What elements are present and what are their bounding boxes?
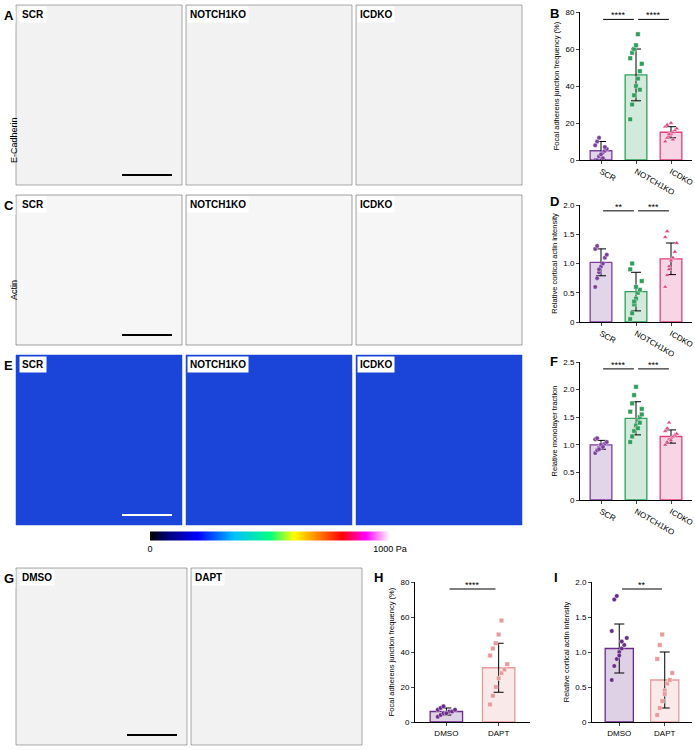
svg-text:Focal adherens junction freque: Focal adherens junction frequency (%) (552, 21, 561, 150)
svg-text:ICDKO: ICDKO (668, 167, 694, 187)
svg-text:****: **** (611, 360, 626, 370)
svg-text:B: B (550, 6, 559, 21)
svg-text:80: 80 (400, 578, 409, 587)
svg-text:Relative monolayer traction: Relative monolayer traction (550, 386, 559, 477)
svg-text:2.5: 2.5 (563, 358, 575, 367)
svg-text:Relative cortical actin intens: Relative cortical actin intensity (562, 602, 571, 703)
svg-text:0: 0 (570, 496, 575, 505)
svg-text:1.5: 1.5 (575, 613, 587, 622)
svg-text:**: ** (615, 202, 623, 212)
svg-text:NOTCH1KO: NOTCH1KO (190, 359, 246, 370)
svg-text:ICDKO: ICDKO (360, 199, 392, 210)
svg-text:2.0: 2.0 (563, 201, 575, 210)
svg-text:DMSO: DMSO (434, 729, 458, 738)
svg-text:1.5: 1.5 (563, 413, 575, 422)
svg-text:ICDKO: ICDKO (360, 9, 392, 20)
svg-text:DAPT: DAPT (488, 729, 509, 738)
svg-text:NOTCH1KO: NOTCH1KO (633, 507, 676, 537)
svg-text:ICDKO: ICDKO (360, 359, 392, 370)
svg-text:80: 80 (565, 8, 574, 17)
svg-text:DMSO: DMSO (607, 729, 631, 738)
svg-text:SCR: SCR (598, 329, 617, 345)
svg-text:0: 0 (582, 718, 587, 727)
svg-text:DMSO: DMSO (22, 572, 52, 583)
svg-text:ICDKO: ICDKO (668, 507, 694, 527)
svg-text:NOTCH1KO: NOTCH1KO (633, 167, 676, 197)
svg-text:D: D (550, 194, 559, 209)
svg-text:0.5: 0.5 (563, 289, 575, 298)
svg-text:G: G (4, 571, 14, 586)
svg-text:SCR: SCR (22, 199, 44, 210)
svg-text:SCR: SCR (598, 507, 617, 523)
svg-text:SCR: SCR (22, 9, 44, 20)
svg-text:E-Cadherin: E-Cadherin (9, 117, 19, 163)
svg-text:F: F (550, 354, 558, 369)
svg-text:H: H (374, 570, 383, 585)
svg-text:1000 Pa: 1000 Pa (373, 544, 407, 554)
svg-text:Actin: Actin (9, 280, 19, 300)
svg-text:0: 0 (570, 318, 575, 327)
svg-text:40: 40 (565, 82, 574, 91)
svg-text:1.5: 1.5 (563, 230, 575, 239)
svg-text:Focal adherens junction freque: Focal adherens junction frequency (%) (387, 587, 396, 716)
svg-text:Relative cortical actin intens: Relative cortical actin intensity (550, 213, 559, 314)
svg-text:SCR: SCR (598, 167, 617, 183)
svg-text:***: *** (648, 360, 659, 370)
svg-text:2.0: 2.0 (575, 578, 587, 587)
svg-text:0: 0 (405, 718, 410, 727)
svg-text:40: 40 (400, 648, 409, 657)
svg-text:1.0: 1.0 (575, 648, 587, 657)
svg-text:NOTCH1KO: NOTCH1KO (633, 329, 676, 359)
svg-text:2.0: 2.0 (563, 385, 575, 394)
svg-text:E: E (4, 358, 13, 373)
svg-text:NOTCH1KO: NOTCH1KO (190, 199, 246, 210)
svg-text:60: 60 (400, 613, 409, 622)
svg-text:20: 20 (400, 683, 409, 692)
svg-text:0: 0 (570, 156, 575, 165)
svg-text:0.5: 0.5 (563, 468, 575, 477)
svg-text:20: 20 (565, 119, 574, 128)
svg-text:1.0: 1.0 (563, 259, 575, 268)
svg-text:DAPT: DAPT (195, 572, 222, 583)
svg-text:0: 0 (147, 544, 152, 554)
svg-text:DAPT: DAPT (654, 729, 675, 738)
svg-text:***: *** (648, 202, 659, 212)
svg-text:A: A (4, 8, 14, 23)
svg-text:I: I (554, 570, 558, 585)
svg-text:NOTCH1KO: NOTCH1KO (190, 9, 246, 20)
svg-text:C: C (4, 198, 14, 213)
svg-text:SCR: SCR (22, 359, 44, 370)
svg-text:0.5: 0.5 (575, 683, 587, 692)
svg-text:1.0: 1.0 (563, 441, 575, 450)
svg-text:****: **** (646, 10, 661, 20)
svg-text:ICDKO: ICDKO (668, 329, 694, 349)
svg-text:60: 60 (565, 45, 574, 54)
svg-text:****: **** (465, 580, 480, 590)
svg-text:****: **** (611, 10, 626, 20)
svg-text:**: ** (638, 580, 646, 590)
